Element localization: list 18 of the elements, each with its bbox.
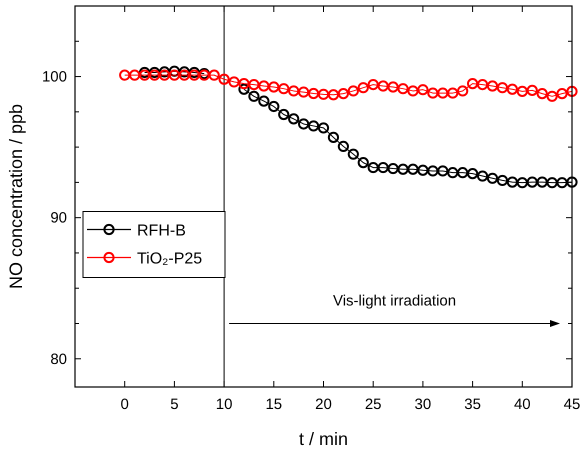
x-tick-label: 15 bbox=[265, 396, 282, 413]
x-axis-title: t / min bbox=[298, 429, 348, 449]
x-tick-label: 40 bbox=[514, 396, 531, 413]
y-tick-label: 80 bbox=[50, 350, 67, 368]
legend-label: RFH-B bbox=[137, 222, 186, 240]
x-tick-label: 10 bbox=[216, 396, 232, 413]
x-tick-label: 30 bbox=[414, 396, 432, 413]
x-tick-label: 25 bbox=[364, 396, 382, 413]
x-tick-label: 5 bbox=[170, 396, 179, 413]
x-tick-label: 20 bbox=[315, 396, 332, 413]
y-tick-label: 100 bbox=[42, 68, 67, 86]
y-tick-label: 90 bbox=[50, 210, 67, 227]
x-tick-label: 0 bbox=[120, 396, 129, 413]
x-tick-label: 35 bbox=[464, 396, 481, 413]
y-axis-title: NO concentration / ppb bbox=[6, 104, 26, 290]
legend-label: TiO₂-P25 bbox=[137, 250, 202, 268]
annotation: Vis-light irradiation bbox=[332, 292, 456, 310]
x-tick-label: 45 bbox=[564, 396, 580, 413]
